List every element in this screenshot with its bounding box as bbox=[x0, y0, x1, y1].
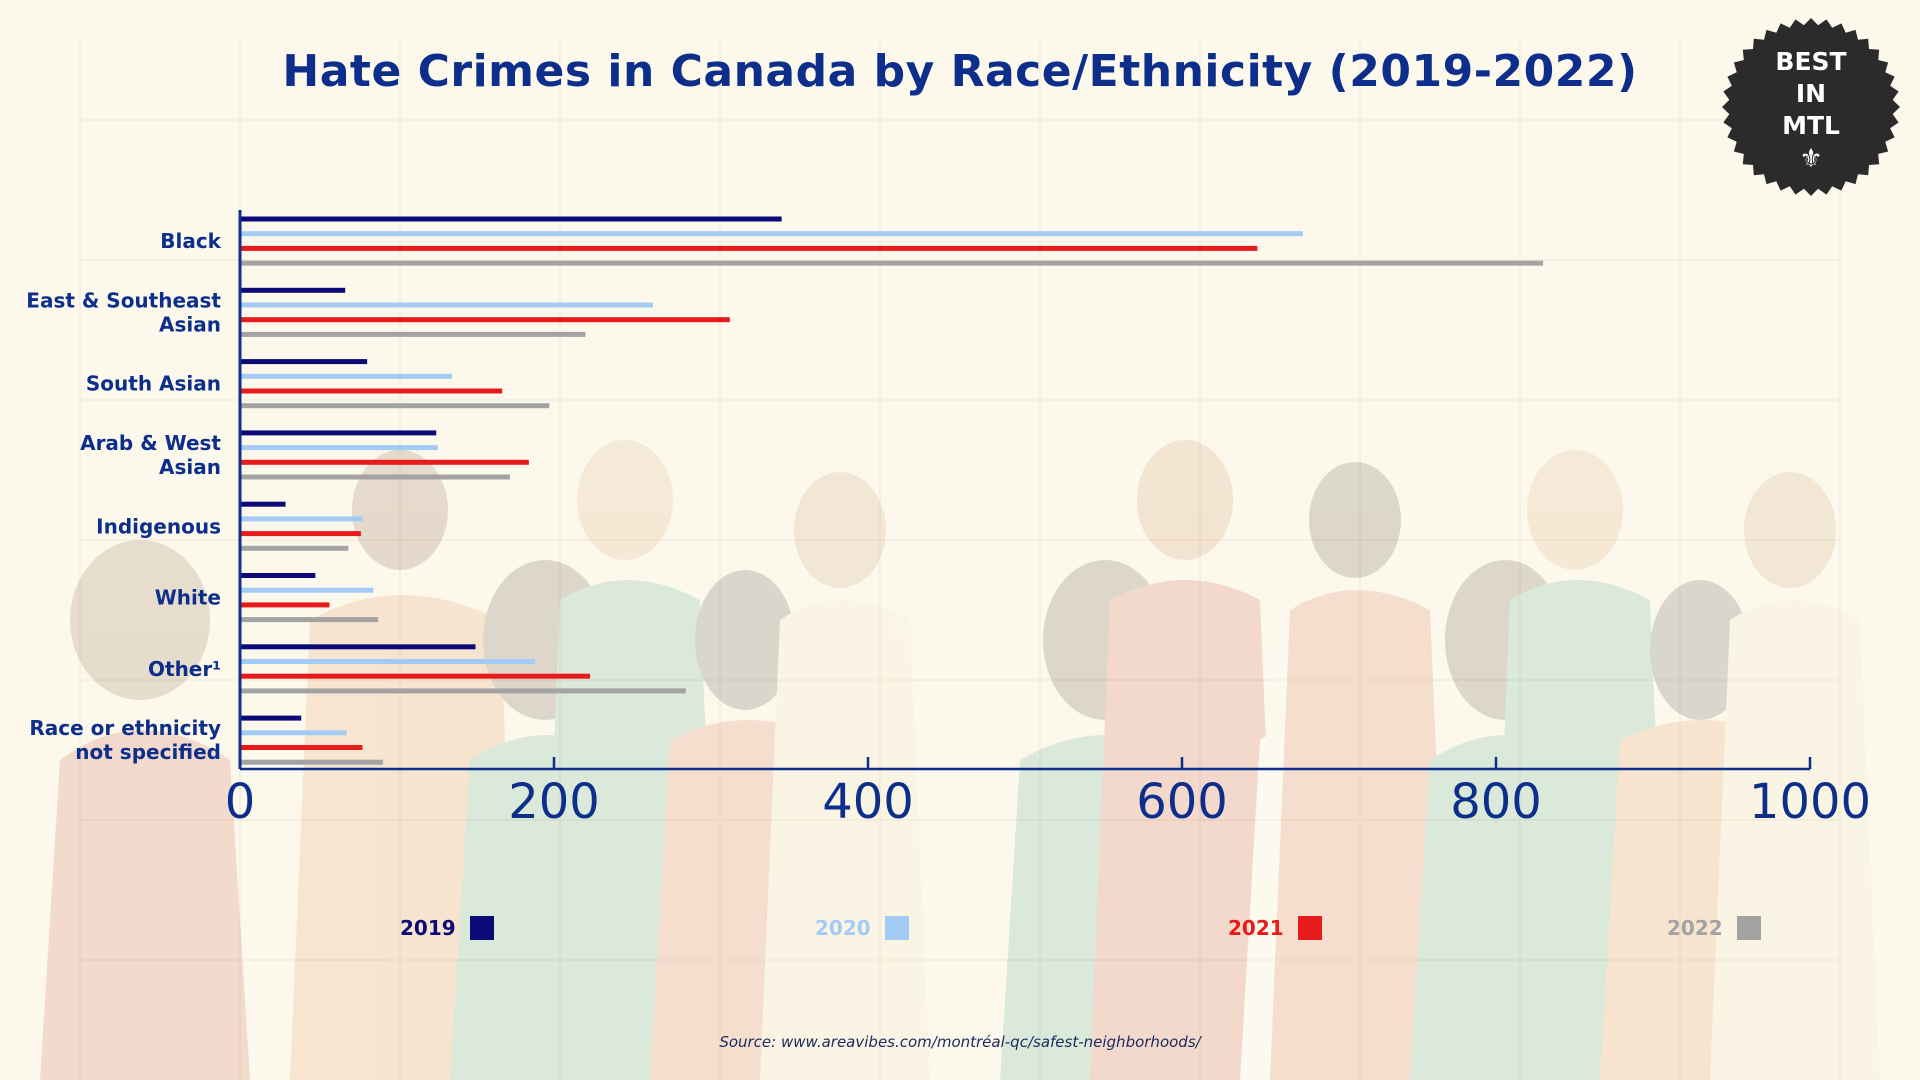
badge-line-1: BEST bbox=[1775, 47, 1847, 76]
legend-label-2020: 2020 bbox=[815, 916, 871, 940]
legend-item-2022: 2022 bbox=[1667, 914, 1761, 942]
category-label: Race or ethnicity bbox=[29, 716, 221, 740]
bar-2020-south-asian bbox=[240, 373, 452, 379]
category-label: South Asian bbox=[86, 372, 221, 396]
bar-2021-other- bbox=[240, 673, 591, 679]
x-tick-label: 600 bbox=[1136, 774, 1228, 830]
category-label: Arab & West bbox=[80, 431, 221, 455]
bar-2019-indigenous bbox=[240, 501, 286, 507]
bar-2019-south-asian bbox=[240, 359, 368, 365]
x-tick-label: 400 bbox=[822, 774, 914, 830]
bar-2021-arab-west-asian bbox=[240, 459, 529, 465]
bar-2019-white bbox=[240, 573, 316, 578]
x-tick-label: 200 bbox=[508, 774, 600, 830]
category-label: not specified bbox=[75, 740, 221, 764]
bar-2020-race-or-ethnicity-not-specified bbox=[240, 730, 347, 736]
bar-2019-race-or-ethnicity-not-specified bbox=[240, 715, 302, 721]
badge-line-3: MTL bbox=[1782, 111, 1840, 140]
bar-2022-white bbox=[240, 617, 379, 623]
bar-2022-other- bbox=[240, 688, 686, 694]
category-label: Indigenous bbox=[96, 514, 221, 538]
badge-line-2: IN bbox=[1795, 79, 1827, 108]
legend-swatch-2020 bbox=[884, 916, 909, 940]
bar-2021-race-or-ethnicity-not-specified bbox=[240, 745, 363, 750]
legend-item-2019: 2019 bbox=[400, 914, 494, 942]
bar-2020-white bbox=[240, 587, 374, 593]
category-label: Asian bbox=[159, 455, 221, 479]
bar-2021-east-southeast-asian bbox=[240, 317, 730, 323]
best-in-mtl-badge bbox=[1722, 18, 1900, 196]
category-label: White bbox=[155, 586, 221, 610]
bar-2022-east-southeast-asian bbox=[240, 331, 586, 337]
x-tick-label: 0 bbox=[225, 774, 256, 830]
bar-2019-east-southeast-asian bbox=[240, 287, 346, 293]
category-label: Other¹ bbox=[148, 657, 221, 681]
legend-swatch-2021 bbox=[1297, 916, 1322, 940]
category-label: East & Southeast bbox=[26, 288, 221, 312]
bar-2022-race-or-ethnicity-not-specified bbox=[240, 759, 383, 765]
category-label: Asian bbox=[159, 312, 221, 336]
bar-2020-indigenous bbox=[240, 516, 363, 522]
bar-2021-indigenous bbox=[240, 531, 361, 537]
bar-2020-east-southeast-asian bbox=[240, 302, 653, 308]
legend-swatch-2019 bbox=[469, 916, 494, 940]
bar-2022-south-asian bbox=[240, 403, 550, 409]
bar-2019-arab-west-asian bbox=[240, 430, 437, 436]
bar-2022-indigenous bbox=[240, 545, 349, 551]
badge-label: BEST IN MTL bbox=[1722, 46, 1900, 142]
bar-2022-arab-west-asian bbox=[240, 474, 511, 480]
source-note: Source: www.areavibes.com/montréal-qc/sa… bbox=[719, 1033, 1201, 1051]
legend-swatch-2022 bbox=[1736, 916, 1761, 940]
bar-2019-other- bbox=[240, 644, 476, 650]
fleur-de-lis-icon: ⚜ bbox=[1799, 144, 1823, 174]
legend-item-2021: 2021 bbox=[1228, 914, 1322, 942]
bar-2021-black bbox=[240, 245, 1258, 251]
bar-2020-other- bbox=[240, 659, 536, 664]
bar-2020-arab-west-asian bbox=[240, 445, 438, 451]
legend-label-2019: 2019 bbox=[400, 916, 456, 940]
bar-2020-black bbox=[240, 231, 1303, 237]
bar-2022-black bbox=[240, 260, 1544, 266]
bar-2021-south-asian bbox=[240, 388, 503, 394]
bar-2021-white bbox=[240, 602, 330, 608]
legend-label-2022: 2022 bbox=[1667, 916, 1723, 940]
legend-label-2021: 2021 bbox=[1228, 916, 1284, 940]
chart-title: Hate Crimes in Canada by Race/Ethnicity … bbox=[282, 46, 1638, 97]
category-label: Black bbox=[160, 229, 221, 253]
legend-item-2020: 2020 bbox=[815, 914, 909, 942]
x-tick-label: 1000 bbox=[1749, 774, 1871, 830]
x-tick-label: 800 bbox=[1450, 774, 1542, 830]
bar-2019-black bbox=[240, 216, 782, 222]
